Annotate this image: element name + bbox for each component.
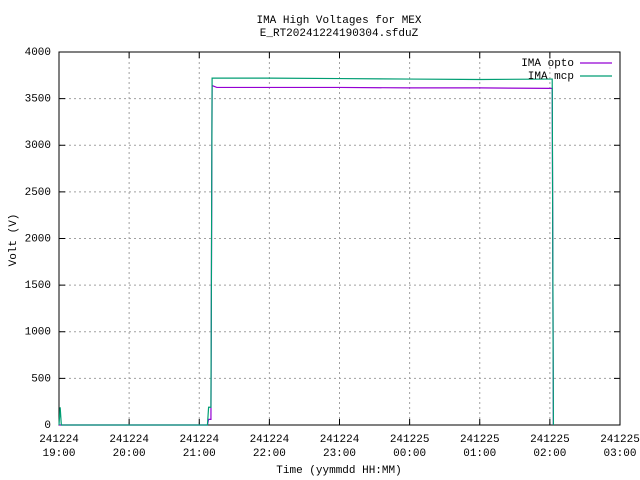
- y-tick-label: 4000: [25, 47, 51, 59]
- x-tick-label: 241224 20:00: [109, 434, 149, 460]
- y-tick-label: 1500: [25, 280, 51, 292]
- y-tick-label: 0: [44, 420, 51, 432]
- chart-subtitle: E_RT20241224190304.sfduZ: [260, 28, 419, 40]
- y-tick-label: 2500: [25, 187, 51, 199]
- x-tick-label: 241224 22:00: [250, 434, 290, 460]
- series-line: [58, 77, 554, 426]
- legend-label: IMA opto: [521, 58, 574, 70]
- chart-title: IMA High Voltages for MEX: [256, 15, 421, 27]
- x-tick-label: 241225 03:00: [600, 434, 640, 460]
- y-tick-label: 500: [31, 373, 51, 385]
- x-tick-label: 241224 19:00: [39, 434, 79, 460]
- y-tick-label: 2000: [25, 233, 51, 245]
- x-tick-label: 241225 02:00: [530, 434, 570, 460]
- y-axis-label: Volt (V): [8, 214, 20, 267]
- x-tick-label: 241224 21:00: [179, 434, 219, 460]
- y-tick-label: 1000: [25, 327, 51, 339]
- y-tick-label: 3000: [25, 140, 51, 152]
- series-line: [59, 84, 554, 426]
- x-tick-label: 241225 00:00: [390, 434, 430, 460]
- x-tick-label: 241225 01:00: [460, 434, 500, 460]
- y-tick-label: 3500: [25, 94, 51, 106]
- x-tick-label: 241224 23:00: [320, 434, 360, 460]
- x-axis-label: Time (yymmdd HH:MM): [276, 465, 401, 477]
- legend-label: IMA mcp: [528, 71, 574, 83]
